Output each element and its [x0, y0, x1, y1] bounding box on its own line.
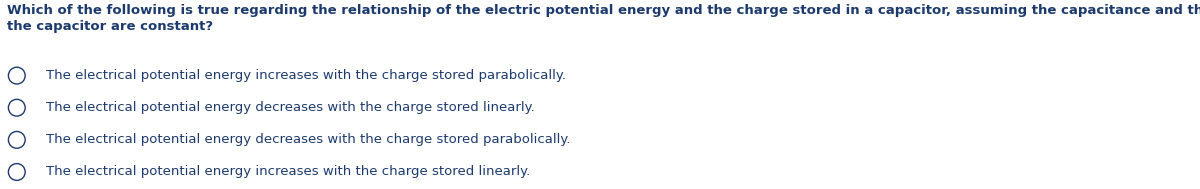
Text: The electrical potential energy decreases with the charge stored linearly.: The electrical potential energy decrease…	[46, 101, 534, 114]
Text: The electrical potential energy increases with the charge stored parabolically.: The electrical potential energy increase…	[46, 69, 565, 82]
Text: The electrical potential energy increases with the charge stored linearly.: The electrical potential energy increase…	[46, 166, 530, 178]
Text: The electrical potential energy decreases with the charge stored parabolically.: The electrical potential energy decrease…	[46, 133, 570, 146]
Text: Which of the following is true regarding the relationship of the electric potent: Which of the following is true regarding…	[7, 4, 1200, 33]
